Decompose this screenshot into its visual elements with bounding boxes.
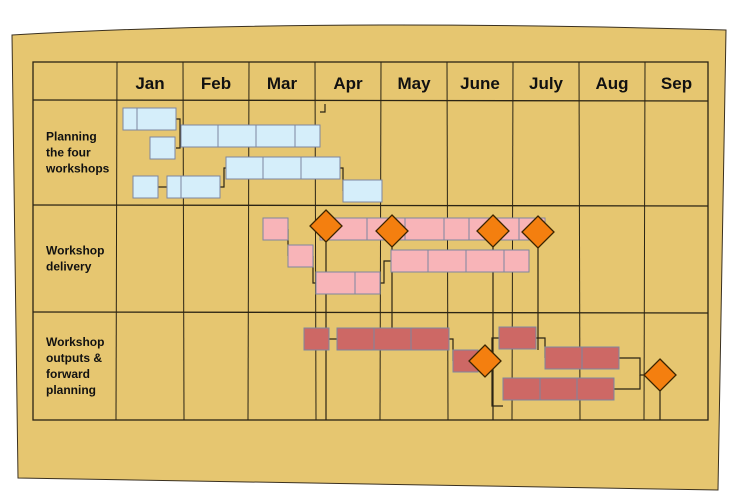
row-divider	[32, 311, 709, 314]
milestone-diamond	[643, 358, 677, 392]
row-label: planning	[46, 383, 96, 397]
dependency-link	[220, 167, 226, 188]
row-labels: Planning the four workshops Workshop deliver…	[45, 130, 110, 398]
task-bars	[122, 107, 620, 401]
planning-task-bar	[166, 175, 221, 199]
column-divider	[643, 61, 646, 421]
delivery-task-bar	[287, 244, 314, 268]
row-label: delivery	[46, 260, 92, 274]
month-label-sep: Sep	[661, 74, 692, 93]
month-headers: Jan Feb Mar Apr May June July Aug Sep	[135, 74, 692, 93]
table-border	[32, 61, 709, 421]
column-divider	[511, 61, 514, 421]
milestone-diamond	[468, 344, 502, 378]
dependency-link	[320, 104, 326, 113]
row-label: Planning	[46, 130, 97, 144]
outputs-task-bar	[498, 326, 537, 350]
milestone-diamond	[476, 214, 510, 248]
planning-task-bar	[342, 179, 383, 203]
row-label: Workshop	[46, 244, 104, 258]
grid	[32, 61, 709, 421]
delivery-task-bar	[390, 249, 530, 273]
month-label-mar: Mar	[267, 74, 298, 93]
milestone-diamond	[375, 214, 409, 248]
planning-task-bar	[225, 156, 341, 180]
milestone-diamond	[309, 209, 343, 243]
outputs-task-bar	[303, 327, 330, 351]
row-label: forward	[46, 367, 90, 381]
row-divider	[32, 99, 709, 102]
column-divider	[379, 61, 382, 421]
planning-task-bar	[180, 124, 321, 148]
row-label: the four	[46, 146, 91, 160]
delivery-task-bar	[315, 271, 381, 295]
row-label: outputs &	[46, 351, 102, 365]
dependency-link	[176, 118, 181, 149]
dependency-link	[491, 368, 503, 407]
dependency-link	[614, 375, 641, 390]
row-label: Workshop	[46, 335, 104, 349]
outputs-task-bar	[336, 327, 450, 351]
month-label-feb: Feb	[201, 74, 231, 93]
dependency-link	[380, 260, 391, 284]
row-label: workshops	[45, 162, 110, 176]
column-divider	[182, 61, 185, 421]
milestones	[309, 209, 677, 392]
month-label-june: June	[460, 74, 500, 93]
outputs-task-bar	[502, 377, 615, 401]
month-label-jan: Jan	[135, 74, 164, 93]
planning-task-bar	[122, 107, 177, 131]
column-divider	[446, 61, 449, 421]
month-label-apr: Apr	[333, 74, 363, 93]
column-divider	[247, 61, 250, 421]
planning-task-bar	[149, 136, 176, 160]
column-divider	[314, 61, 317, 421]
delivery-task-bar	[262, 217, 289, 241]
row-divider	[32, 204, 709, 207]
column-divider	[115, 61, 118, 421]
milestone-diamond	[521, 215, 555, 249]
planning-task-bar	[132, 175, 159, 199]
month-label-may: May	[397, 74, 431, 93]
month-label-aug: Aug	[595, 74, 628, 93]
month-label-july: July	[529, 74, 564, 93]
delivery-task-bar	[319, 217, 546, 241]
